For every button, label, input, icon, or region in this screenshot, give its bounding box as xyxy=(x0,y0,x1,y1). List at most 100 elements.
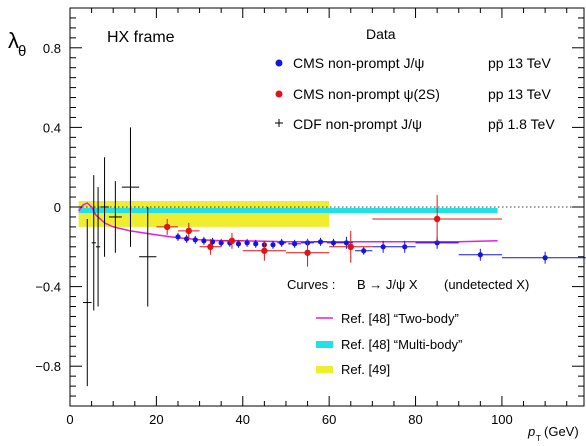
data-points xyxy=(82,127,586,387)
point-marker xyxy=(244,240,250,246)
point-marker xyxy=(343,240,350,246)
curves-legend-process: B → J/ψ X xyxy=(357,277,418,292)
data-point xyxy=(100,157,109,257)
data-point xyxy=(184,234,190,243)
frame-label: HX frame xyxy=(107,29,175,46)
data-point xyxy=(82,218,92,387)
theory-band xyxy=(78,201,330,227)
legend-label-ref49: Ref. [49] xyxy=(341,362,390,377)
point-marker xyxy=(279,240,285,246)
point-marker xyxy=(402,244,408,250)
data-point xyxy=(192,235,198,244)
point-marker xyxy=(361,248,367,254)
legend-label-two-body: Ref. [48] “Two-body” xyxy=(341,311,459,326)
point-marker xyxy=(192,237,198,243)
point-marker xyxy=(185,227,192,235)
legend-label-cms-psi2s: CMS non-prompt ψ(2S) xyxy=(293,86,440,102)
data-point xyxy=(329,230,373,263)
y-tick-label: 0.8 xyxy=(43,41,61,56)
data-point xyxy=(108,181,122,253)
data-point xyxy=(458,248,502,261)
data-point xyxy=(91,175,96,311)
data-point xyxy=(393,240,416,253)
data-point xyxy=(175,232,181,241)
point-marker xyxy=(477,252,483,258)
point-marker xyxy=(317,239,324,245)
data-point xyxy=(242,240,286,261)
point-marker xyxy=(347,243,354,250)
y-tick-label: 0 xyxy=(54,200,61,215)
point-marker xyxy=(433,215,441,223)
data-point xyxy=(270,240,276,249)
point-marker xyxy=(304,249,311,256)
legend-marker-cms-jpsi xyxy=(275,59,283,67)
point-marker xyxy=(330,240,337,246)
data-point xyxy=(372,240,394,253)
data-point xyxy=(221,232,243,249)
x-tick-label: 20 xyxy=(149,412,163,427)
point-marker xyxy=(209,239,216,245)
point-marker xyxy=(261,247,268,254)
data-point xyxy=(277,238,286,247)
curves-legend-note: (undetected X) xyxy=(444,277,529,292)
data-point xyxy=(199,238,222,255)
data-point xyxy=(314,237,327,246)
data-point xyxy=(177,222,200,239)
legend-energy-cms-jpsi: pp 13 TeV xyxy=(488,55,551,71)
point-marker xyxy=(542,255,548,261)
legend-energy-cms-psi2s: pp 13 TeV xyxy=(488,86,551,102)
data-point xyxy=(285,238,330,267)
x-tick-label: 80 xyxy=(408,412,422,427)
theory-bands xyxy=(78,201,498,227)
point-marker xyxy=(270,242,276,248)
data-point xyxy=(218,238,224,247)
point-marker xyxy=(184,236,190,242)
point-marker xyxy=(292,241,298,247)
point-marker xyxy=(235,241,242,247)
legend-marker-multi-body xyxy=(316,341,333,348)
legend-label-multi-body: Ref. [48] “Multi-body” xyxy=(341,337,462,352)
data-point xyxy=(244,238,250,247)
data-point xyxy=(288,239,302,248)
data-point xyxy=(95,187,101,307)
legend-marker-cdf xyxy=(275,119,283,127)
point-marker xyxy=(380,244,386,250)
legend-marker-cms-psi2s xyxy=(275,90,283,98)
curves-legend-title: Curves : xyxy=(287,277,335,292)
data-point xyxy=(156,218,178,235)
point-marker xyxy=(228,237,236,245)
point-marker xyxy=(201,238,207,244)
point-marker xyxy=(207,243,214,250)
axis-ticks: 0 20 40 60 80 100 −0.8 −0.4 0 0.4 0.8 xyxy=(35,8,584,427)
theory-band xyxy=(78,207,498,213)
x-axis-label-unit: (GeV) xyxy=(544,424,579,439)
point-marker xyxy=(218,240,224,246)
y-tick-label: −0.8 xyxy=(35,359,61,374)
data-point xyxy=(139,207,157,307)
legend-title: Data xyxy=(366,26,396,42)
legend-label-cdf: CDF non-prompt J/ψ xyxy=(293,116,422,132)
legend-marker-ref49 xyxy=(316,366,333,373)
legend-energy-cdf: pp̄ 1.8 TeV xyxy=(488,116,555,132)
y-axis-label: λθ xyxy=(8,28,26,60)
point-marker xyxy=(253,241,259,247)
data-point xyxy=(501,251,586,264)
data-point xyxy=(201,236,207,245)
data-point xyxy=(121,127,140,247)
y-tick-label: −0.4 xyxy=(35,280,61,295)
point-marker xyxy=(175,234,181,240)
data-point xyxy=(327,238,340,247)
legend-label-cms-jpsi: CMS non-prompt J/ψ xyxy=(293,55,424,71)
x-tick-label: 60 xyxy=(322,412,336,427)
x-axis-label-sub: T xyxy=(536,434,541,443)
data-point xyxy=(355,246,373,255)
x-tick-label: 40 xyxy=(236,412,250,427)
x-tick-label: 0 xyxy=(66,412,73,427)
x-tick-label: 100 xyxy=(491,412,513,427)
data-point xyxy=(253,239,259,248)
data-point xyxy=(372,195,502,243)
point-marker xyxy=(163,223,171,231)
x-axis-label-p: p xyxy=(527,424,535,439)
y-tick-label: 0.4 xyxy=(43,120,61,135)
